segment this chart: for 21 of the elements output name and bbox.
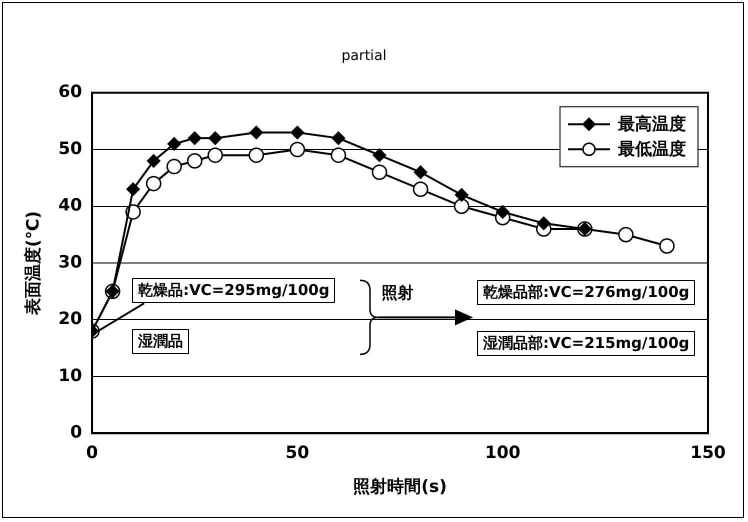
y-tick-label: 50 — [58, 138, 82, 159]
y-tick-label: 60 — [58, 82, 82, 102]
x-tick-label: 50 — [286, 442, 310, 463]
y-tick-label: 10 — [58, 366, 82, 386]
annotation: 湿潤品部:VC=215mg/100g — [477, 331, 696, 356]
chart-title: partial — [341, 48, 387, 64]
y-tick-label: 30 — [58, 252, 82, 272]
y-tick-label: 0 — [70, 422, 82, 443]
legend-label: 最高温度 — [617, 114, 686, 135]
x-tick-label: 0 — [86, 442, 98, 463]
y-tick-label: 40 — [58, 196, 82, 216]
annotation: 乾燥品:VC=295mg/100g — [132, 278, 336, 304]
annotation: 湿潤品 — [132, 329, 190, 354]
annotation: 乾燥品部:VC=276mg/100g — [477, 280, 696, 306]
y-tick-label: 20 — [58, 309, 82, 330]
legend-label: 最低温度 — [617, 140, 686, 160]
x-tick-label: 150 — [690, 442, 726, 463]
x-axis-title: 照射時間(s) — [353, 477, 447, 498]
annotation: 照射 — [382, 283, 414, 304]
x-tick-label: 100 — [484, 442, 521, 463]
y-axis-title: 表面温度(℃) — [24, 210, 44, 316]
